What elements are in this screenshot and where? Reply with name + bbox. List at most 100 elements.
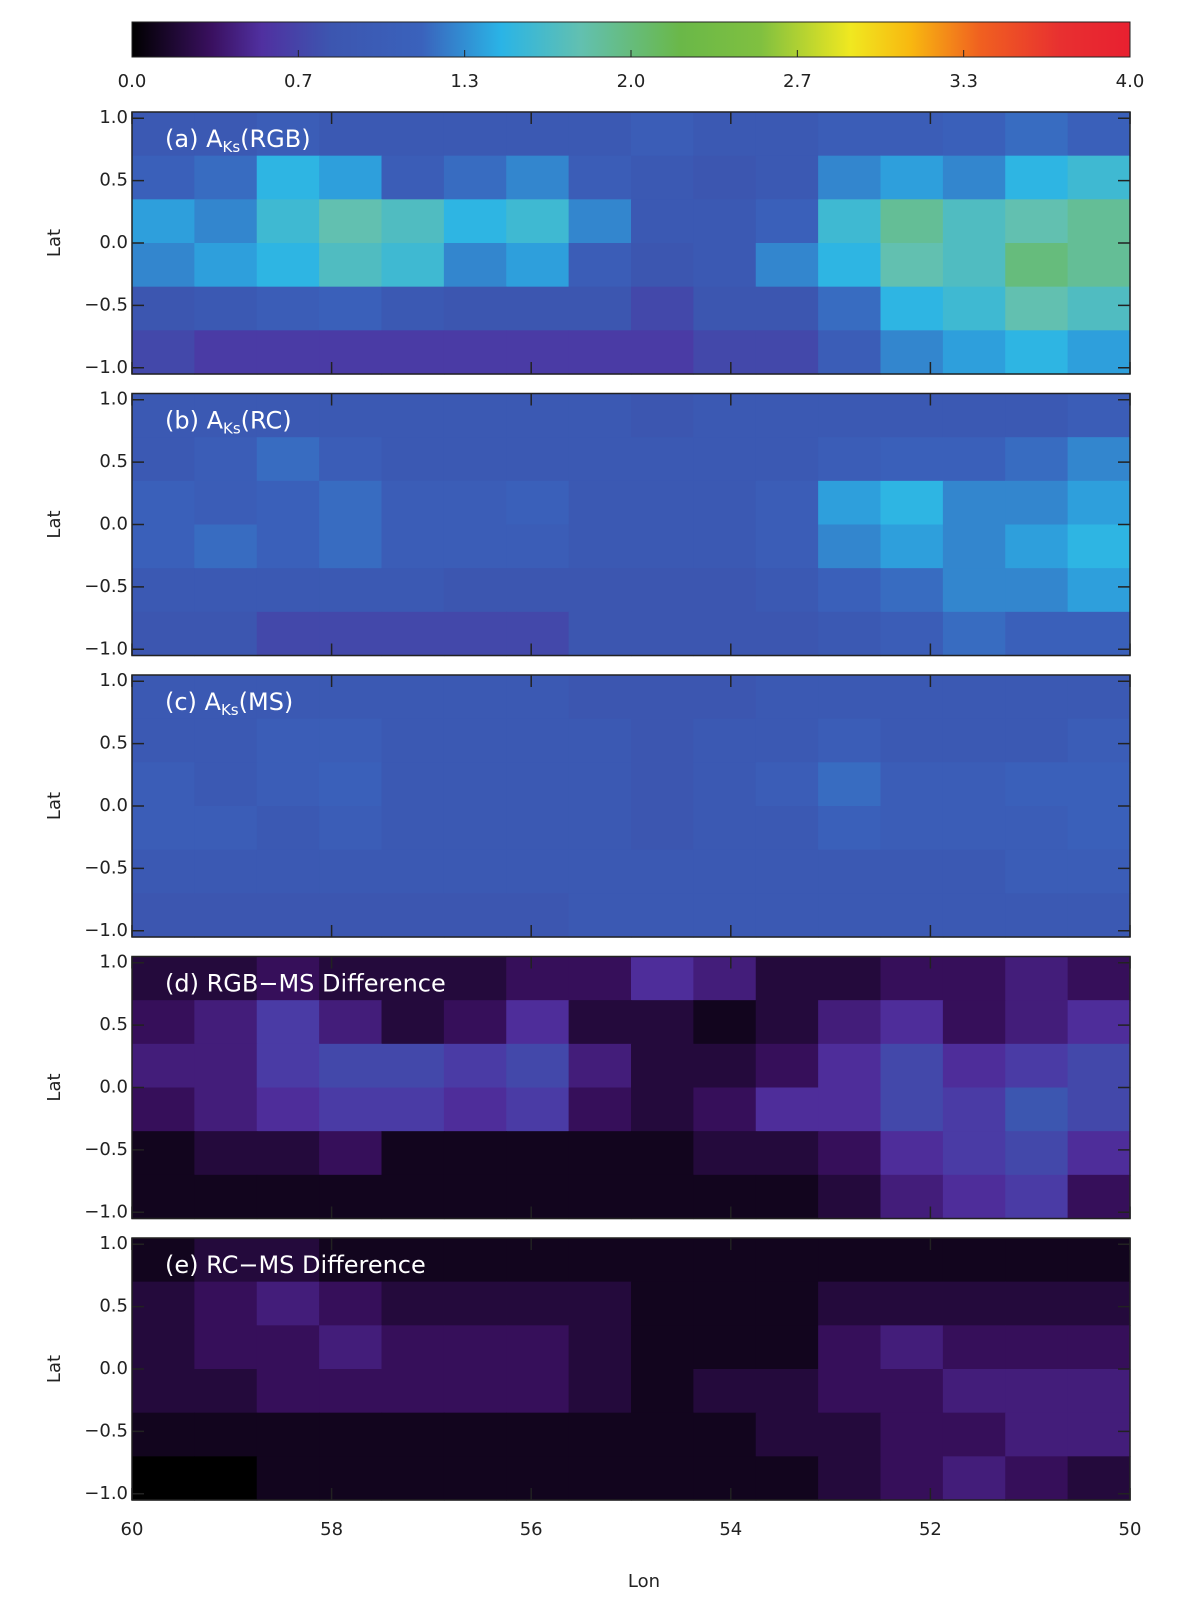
heatmap-cell <box>132 675 195 720</box>
heatmap-cell <box>1067 1131 1131 1176</box>
heatmap-cell <box>132 1238 195 1283</box>
heatmap-cell <box>631 1238 694 1283</box>
heatmap-cell <box>1005 1456 1069 1501</box>
heatmap-cell <box>381 286 445 331</box>
heatmap-cell <box>381 155 445 200</box>
heatmap-cell <box>880 1238 944 1283</box>
heatmap-cell <box>319 524 383 569</box>
heatmap-cell <box>693 1369 757 1414</box>
heatmap-cell <box>693 199 757 244</box>
heatmap-cell <box>506 806 570 851</box>
y-tick-label: 0.5 <box>99 451 128 472</box>
heatmap-cell <box>693 762 757 807</box>
heatmap-cell <box>568 1087 632 1132</box>
heatmap-cell <box>256 112 320 157</box>
heatmap-cell <box>942 1412 1006 1457</box>
heatmap-cell <box>693 112 757 157</box>
y-tick-label: −1.0 <box>84 1483 128 1504</box>
heatmap-cell <box>1067 1000 1131 1045</box>
heatmap-cell <box>818 1087 882 1132</box>
heatmap-cell <box>880 849 944 894</box>
y-tick-label: 0.0 <box>99 795 128 816</box>
heatmap-cell <box>256 199 320 244</box>
heatmap-cell <box>942 437 1006 482</box>
heatmap-cell <box>693 849 757 894</box>
heatmap-cell <box>818 437 882 482</box>
heatmap-cell <box>256 956 320 1001</box>
heatmap-cell <box>132 568 195 613</box>
heatmap-cell <box>880 243 944 288</box>
heatmap-cell <box>381 893 445 938</box>
heatmap-cell <box>319 611 383 657</box>
heatmap-cell <box>1005 1131 1069 1176</box>
heatmap-cell <box>818 1174 882 1220</box>
heatmap-cell <box>880 1043 944 1089</box>
heatmap-cell <box>818 1456 882 1501</box>
heatmap-cell <box>381 330 445 375</box>
heatmap-cell <box>942 1456 1006 1501</box>
x-axis-label: Lon <box>628 1571 660 1592</box>
heatmap-cell <box>443 568 507 613</box>
heatmap-cell <box>443 762 507 807</box>
heatmap-cell <box>568 611 632 657</box>
y-tick-label: 0.0 <box>99 1077 128 1098</box>
heatmap-cell <box>880 611 944 657</box>
heatmap-cell <box>1067 849 1131 894</box>
heatmap-cell <box>194 330 258 375</box>
heatmap-cell <box>443 155 507 200</box>
heatmap-cell <box>755 286 819 331</box>
heatmap-cell <box>1005 1238 1069 1283</box>
heatmap-cell <box>693 480 757 526</box>
heatmap-cell <box>381 393 445 438</box>
heatmap-cell <box>381 524 445 569</box>
heatmap-cell <box>942 893 1006 938</box>
heatmap-cell <box>880 893 944 938</box>
heatmap-cell <box>506 1131 570 1176</box>
heatmap-cell <box>693 1456 757 1501</box>
heatmap-cell <box>942 1325 1006 1370</box>
heatmap-cell <box>568 1174 632 1220</box>
heatmap-cell <box>319 1131 383 1176</box>
heatmap-cell <box>631 330 694 375</box>
heatmap-cell <box>443 112 507 157</box>
heatmap-cell <box>256 1456 320 1501</box>
heatmap-cell <box>942 199 1006 244</box>
y-tick-label: −0.5 <box>84 294 128 315</box>
heatmap-cell <box>568 956 632 1001</box>
heatmap-cell <box>132 1325 195 1370</box>
heatmap-cell <box>568 243 632 288</box>
heatmap-cell <box>319 199 383 244</box>
heatmap-cell <box>568 155 632 200</box>
heatmap-cell <box>880 1281 944 1326</box>
heatmap-cell <box>319 286 383 331</box>
heatmap-cell <box>132 718 195 763</box>
panel <box>132 1238 1131 1501</box>
heatmap-cell <box>194 1174 258 1220</box>
heatmap-cell <box>631 568 694 613</box>
heatmap-cell <box>506 286 570 331</box>
heatmap-cell <box>256 393 320 438</box>
heatmap-cell <box>568 849 632 894</box>
heatmap-cell <box>443 286 507 331</box>
heatmap-cell <box>818 675 882 720</box>
heatmap-cell <box>568 199 632 244</box>
y-tick-label: 0.5 <box>99 733 128 754</box>
heatmap-cell <box>942 155 1006 200</box>
y-tick-label: 0.0 <box>99 1358 128 1379</box>
heatmap-cell <box>568 1043 632 1089</box>
heatmap-cell <box>132 480 195 526</box>
heatmap-cell <box>755 718 819 763</box>
heatmap-cell <box>1005 330 1069 375</box>
heatmap-cell <box>506 199 570 244</box>
heatmap-cell <box>631 1174 694 1220</box>
heatmap-cell <box>194 611 258 657</box>
heatmap-cell <box>568 568 632 613</box>
heatmap-cell <box>818 243 882 288</box>
heatmap-cell <box>506 393 570 438</box>
heatmap-cell <box>818 330 882 375</box>
heatmap-cell <box>693 1000 757 1045</box>
heatmap-cell <box>1005 1087 1069 1132</box>
heatmap-cell <box>818 611 882 657</box>
heatmap-cell <box>942 568 1006 613</box>
heatmap-cell <box>942 524 1006 569</box>
